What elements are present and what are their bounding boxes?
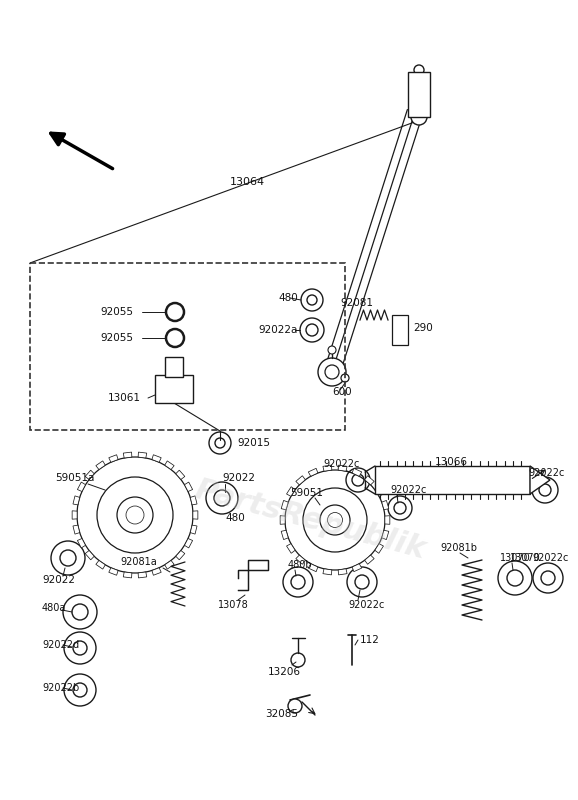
Text: 112: 112 (360, 635, 380, 645)
Polygon shape (176, 550, 185, 560)
Text: 600: 600 (332, 387, 351, 397)
Text: 92081: 92081 (340, 298, 373, 308)
Text: PartsRepublik: PartsRepublik (191, 475, 429, 565)
Circle shape (325, 365, 339, 379)
Polygon shape (385, 516, 390, 524)
Text: 92081b: 92081b (440, 543, 477, 553)
Polygon shape (281, 530, 288, 539)
Polygon shape (280, 516, 285, 524)
Circle shape (341, 374, 349, 382)
Polygon shape (152, 568, 161, 575)
Polygon shape (375, 544, 383, 554)
Polygon shape (165, 561, 174, 569)
FancyBboxPatch shape (408, 72, 430, 117)
Polygon shape (165, 461, 174, 470)
Polygon shape (296, 555, 305, 564)
Text: 92022: 92022 (42, 575, 75, 585)
Text: 290: 290 (413, 323, 433, 333)
Text: 13206: 13206 (268, 667, 301, 677)
Polygon shape (123, 452, 132, 458)
Polygon shape (77, 538, 86, 548)
Polygon shape (190, 496, 197, 505)
Text: 92022c: 92022c (348, 600, 384, 610)
Polygon shape (375, 486, 383, 496)
Polygon shape (365, 476, 374, 485)
Text: 13070: 13070 (500, 553, 531, 563)
Polygon shape (323, 465, 332, 471)
Polygon shape (381, 501, 389, 510)
Text: 92055: 92055 (100, 307, 133, 317)
FancyBboxPatch shape (155, 375, 193, 403)
Text: 92022d: 92022d (42, 640, 79, 650)
Polygon shape (352, 468, 362, 476)
Polygon shape (96, 561, 105, 569)
Circle shape (411, 109, 427, 125)
Polygon shape (381, 530, 389, 539)
Text: 92055: 92055 (100, 333, 133, 343)
Polygon shape (73, 525, 80, 534)
Polygon shape (308, 564, 318, 572)
Text: 32085: 32085 (265, 709, 298, 719)
Text: 92022c: 92022c (323, 459, 360, 469)
Circle shape (414, 65, 424, 75)
Text: 92015: 92015 (237, 438, 270, 448)
Polygon shape (109, 568, 118, 575)
Text: 480: 480 (225, 513, 244, 523)
Polygon shape (190, 525, 197, 534)
Polygon shape (287, 486, 295, 496)
Text: 13064: 13064 (230, 177, 265, 187)
Circle shape (288, 699, 302, 713)
Polygon shape (308, 468, 318, 476)
Polygon shape (184, 482, 192, 491)
Circle shape (291, 653, 305, 667)
FancyBboxPatch shape (392, 315, 408, 345)
Text: 480: 480 (278, 293, 298, 303)
Circle shape (318, 358, 346, 386)
Text: 59051a: 59051a (55, 473, 94, 483)
Polygon shape (138, 452, 147, 458)
Polygon shape (365, 555, 374, 564)
FancyBboxPatch shape (375, 466, 530, 494)
Text: 13066: 13066 (435, 457, 468, 467)
Text: 92022c: 92022c (532, 553, 568, 563)
Polygon shape (85, 550, 94, 560)
Polygon shape (123, 572, 132, 578)
Text: 480b: 480b (288, 560, 313, 570)
Polygon shape (281, 501, 288, 510)
Polygon shape (193, 511, 198, 519)
Circle shape (328, 346, 336, 354)
Polygon shape (77, 482, 86, 491)
Text: 13061: 13061 (108, 393, 141, 403)
Text: 13078: 13078 (218, 600, 249, 610)
Polygon shape (138, 572, 147, 578)
Polygon shape (85, 470, 94, 479)
Polygon shape (530, 466, 550, 494)
Polygon shape (176, 470, 185, 479)
Text: 13070: 13070 (510, 553, 541, 563)
Polygon shape (73, 496, 80, 505)
Polygon shape (352, 564, 362, 572)
Polygon shape (323, 569, 332, 575)
Polygon shape (238, 560, 268, 590)
Polygon shape (338, 465, 347, 471)
Polygon shape (152, 454, 161, 462)
Text: 59051: 59051 (290, 488, 323, 498)
Text: 480a: 480a (42, 603, 66, 613)
Text: 92022: 92022 (222, 473, 255, 483)
Text: 92081a: 92081a (120, 557, 157, 567)
Polygon shape (109, 454, 118, 462)
FancyBboxPatch shape (165, 357, 183, 377)
Polygon shape (338, 569, 347, 575)
Polygon shape (72, 511, 77, 519)
Polygon shape (296, 476, 305, 485)
Text: 92022a: 92022a (258, 325, 297, 335)
Text: 92022b: 92022b (42, 683, 79, 693)
Polygon shape (96, 461, 105, 470)
Polygon shape (287, 544, 295, 554)
Polygon shape (184, 538, 192, 548)
Text: 92022c: 92022c (390, 485, 427, 495)
Text: 92022c: 92022c (528, 468, 564, 478)
